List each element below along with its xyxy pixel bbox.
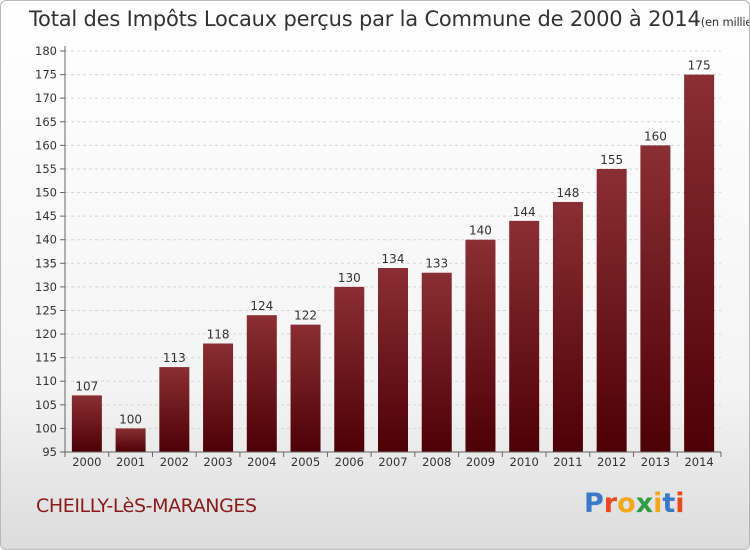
bar-value-label: 144 <box>513 205 536 219</box>
y-tick-label: 130 <box>35 280 57 294</box>
commune-name: CHEILLY-LèS-MARANGES <box>36 495 257 517</box>
y-tick-label: 155 <box>35 162 57 176</box>
y-tick-label: 170 <box>35 91 57 105</box>
chart-title: Total des Impôts Locaux perçus par la Co… <box>29 7 749 31</box>
x-tick-label: 2005 <box>291 455 320 469</box>
x-axis: 2000 2001 2002 2003 2004 2005 2006 2007 2008 2009… <box>64 451 722 469</box>
bar-value-label: 148 <box>556 186 579 200</box>
bar <box>115 428 146 452</box>
bar-value-label: 118 <box>207 327 230 341</box>
bar <box>290 324 321 452</box>
logo-letter: i <box>675 488 685 519</box>
y-tick-label: 115 <box>35 351 57 365</box>
bar-value-label: 124 <box>250 299 273 313</box>
x-tick-label: 2014 <box>684 455 713 469</box>
y-tick-label: 180 <box>35 44 57 58</box>
bar <box>334 286 365 452</box>
bar-value-label: 134 <box>382 252 405 266</box>
bar <box>465 239 496 452</box>
y-tick-label: 110 <box>35 374 57 388</box>
y-axis: 95 100 105 110 115 120 125 130 135 140 145 150 155 16… <box>35 44 66 459</box>
bar <box>640 145 671 452</box>
y-tick-label: 165 <box>35 115 57 129</box>
x-tick-label: 2008 <box>422 455 451 469</box>
bar <box>509 220 540 452</box>
logo-letter: i <box>653 488 663 519</box>
bar <box>203 343 234 452</box>
x-tick-label: 2007 <box>378 455 407 469</box>
x-tick-label: 2001 <box>116 455 145 469</box>
x-tick-label: 2011 <box>553 455 582 469</box>
bar-value-label: 122 <box>294 309 317 323</box>
chart-subtitle: (en milliers d'€) <box>700 15 749 29</box>
x-tick-label: 2000 <box>72 455 101 469</box>
y-tick-label: 150 <box>35 186 57 200</box>
bar-value-label: 155 <box>600 153 623 167</box>
y-tick-label: 125 <box>35 303 57 317</box>
bar <box>246 315 277 452</box>
bar <box>421 272 452 452</box>
bar-value-label: 113 <box>163 351 186 365</box>
bar <box>596 168 627 453</box>
bar <box>71 395 102 452</box>
x-tick-label: 2004 <box>247 455 276 469</box>
bar-value-label: 140 <box>469 224 492 238</box>
logo-letter: r <box>603 488 618 519</box>
bar-value-label: 133 <box>425 257 448 271</box>
y-tick-label: 145 <box>35 209 57 223</box>
x-tick-label: 2006 <box>335 455 364 469</box>
logo-letter: x <box>635 488 654 519</box>
y-tick-label: 105 <box>35 398 57 412</box>
logo-letter: t <box>662 488 676 519</box>
x-tick-label: 2009 <box>466 455 495 469</box>
bar-value-label: 107 <box>75 379 98 393</box>
chart-title-text: Total des Impôts Locaux perçus par la Co… <box>29 7 701 31</box>
bar <box>552 201 583 452</box>
bar <box>684 74 715 453</box>
bar-value-label: 160 <box>644 129 667 143</box>
y-tick-label: 100 <box>35 421 57 435</box>
bar-value-label: 130 <box>338 271 361 285</box>
logo-letter: P <box>584 488 604 519</box>
bars: 107 100 113 118 124 122 130 134 133 140 144 148 155 1… <box>71 59 715 453</box>
y-tick-label: 175 <box>35 68 57 82</box>
bar <box>159 367 190 452</box>
x-tick-label: 2010 <box>510 455 539 469</box>
bar <box>378 268 408 452</box>
y-tick-label: 120 <box>35 327 57 341</box>
x-tick-label: 2012 <box>597 455 626 469</box>
y-tick-label: 95 <box>42 445 57 459</box>
logo-letter: o <box>617 488 636 519</box>
y-tick-label: 140 <box>35 233 57 247</box>
x-tick-label: 2002 <box>160 455 189 469</box>
x-tick-label: 2013 <box>641 455 670 469</box>
y-tick-label: 160 <box>35 138 57 152</box>
proxiti-logo[interactable]: Proxiti <box>584 488 685 519</box>
y-tick-label: 135 <box>35 256 57 270</box>
bar-value-label: 100 <box>119 412 142 426</box>
x-tick-label: 2003 <box>203 455 232 469</box>
bar-value-label: 175 <box>688 59 711 73</box>
